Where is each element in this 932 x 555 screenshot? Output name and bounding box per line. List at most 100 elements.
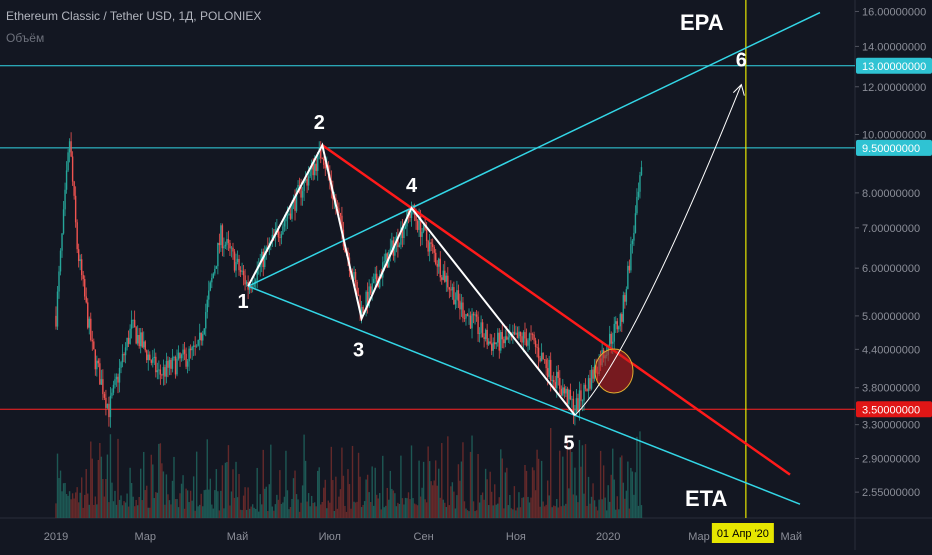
volume-bar — [357, 452, 360, 518]
wave-label-5: 5 — [563, 432, 574, 454]
volume-bar — [398, 503, 401, 518]
volume-bar — [271, 506, 274, 518]
candle-body — [320, 148, 322, 159]
volume-bar — [333, 510, 336, 518]
volume-bar — [248, 508, 251, 518]
volume-bar — [627, 461, 629, 518]
candle-body — [610, 333, 612, 344]
candle-body — [171, 357, 174, 369]
candle-body — [174, 356, 177, 375]
volume-bar — [497, 503, 499, 518]
candle-body — [497, 332, 499, 343]
candle-body — [226, 239, 228, 245]
price-tick-label: 3.30000000 — [862, 420, 920, 432]
volume-bar — [415, 504, 417, 518]
volume-bar — [147, 507, 149, 518]
candle-body — [203, 328, 205, 335]
candle-body — [383, 261, 385, 263]
volume-bar — [407, 492, 410, 518]
candle-body — [512, 331, 514, 335]
candle-body — [127, 337, 130, 344]
time-tick-label: Сен — [414, 531, 434, 543]
candle-body — [58, 271, 60, 292]
volume-bar — [191, 500, 193, 518]
candle-body — [236, 258, 239, 263]
resistance-trendline — [321, 144, 791, 476]
volume-bar — [186, 490, 189, 518]
volume-bar — [251, 504, 254, 518]
volume-bar — [575, 495, 578, 518]
candle-body — [621, 314, 623, 322]
candle-body — [639, 175, 641, 192]
candle-body — [428, 242, 431, 252]
candle-body — [624, 295, 626, 302]
price-tick-label: 8.00000000 — [862, 188, 920, 200]
volume-bar — [123, 501, 125, 518]
candle-body — [146, 350, 148, 361]
volume-bar — [528, 502, 531, 518]
level-tag-label-1: 9.50000000 — [862, 143, 920, 155]
volume-bar — [336, 508, 339, 518]
candle-body — [141, 332, 143, 348]
volume-bar — [312, 502, 314, 518]
candle-body — [503, 339, 505, 344]
volume-bar — [330, 446, 333, 518]
candle-body — [65, 170, 68, 190]
candle-body — [300, 185, 302, 198]
time-tick-label: 2020 — [596, 531, 620, 543]
volume-bar — [512, 509, 514, 518]
volume-bar — [468, 511, 470, 518]
candle-body — [480, 322, 482, 333]
candle-body — [619, 314, 621, 327]
candle-body — [483, 337, 485, 339]
volume-bar — [557, 507, 559, 518]
wave-label-1: 1 — [238, 291, 249, 313]
volume-bar — [419, 496, 422, 518]
candle-body — [265, 247, 267, 252]
volume-bar — [76, 487, 78, 518]
candle-body — [379, 274, 381, 288]
candle-body — [286, 215, 289, 219]
volume-bar — [615, 509, 617, 518]
candle-body — [545, 359, 547, 369]
time-tick-label: Мар — [134, 531, 156, 543]
volume-bar — [218, 510, 221, 518]
volume-bar — [622, 482, 625, 518]
volume-bar — [628, 508, 631, 518]
volume-bar — [540, 460, 543, 518]
candle-body — [126, 337, 128, 348]
volume-bar — [126, 493, 128, 518]
candle-body — [211, 277, 213, 283]
candle-body — [220, 225, 222, 246]
volume-bar — [577, 502, 579, 518]
volume-bar — [171, 480, 174, 518]
candle-body — [323, 158, 325, 165]
candle-body — [96, 360, 98, 370]
volume-bar — [345, 511, 348, 518]
candle-body — [445, 275, 448, 282]
volume-bar — [413, 503, 416, 518]
volume-bar — [91, 458, 93, 518]
volume-bar — [350, 508, 352, 518]
volume-bar — [144, 490, 146, 518]
volume-bar — [625, 490, 628, 518]
volume-bar — [639, 431, 641, 518]
level-tag-2 — [856, 401, 932, 418]
candle-body — [421, 231, 423, 237]
candle-body — [106, 403, 109, 408]
candle-body — [261, 251, 263, 262]
volume-bar — [465, 508, 467, 518]
volume-bar — [173, 456, 175, 518]
candle-body — [170, 359, 172, 369]
volume-bar — [155, 492, 157, 518]
volume-bar — [215, 469, 218, 518]
volume-bar — [460, 461, 463, 518]
price-tick-label: 6.00000000 — [862, 263, 920, 275]
candle-body — [202, 334, 204, 341]
volume-bar — [592, 483, 594, 518]
volume-bar — [569, 449, 572, 518]
level-tag-1 — [856, 139, 932, 156]
eta-label: ETA — [685, 486, 727, 511]
